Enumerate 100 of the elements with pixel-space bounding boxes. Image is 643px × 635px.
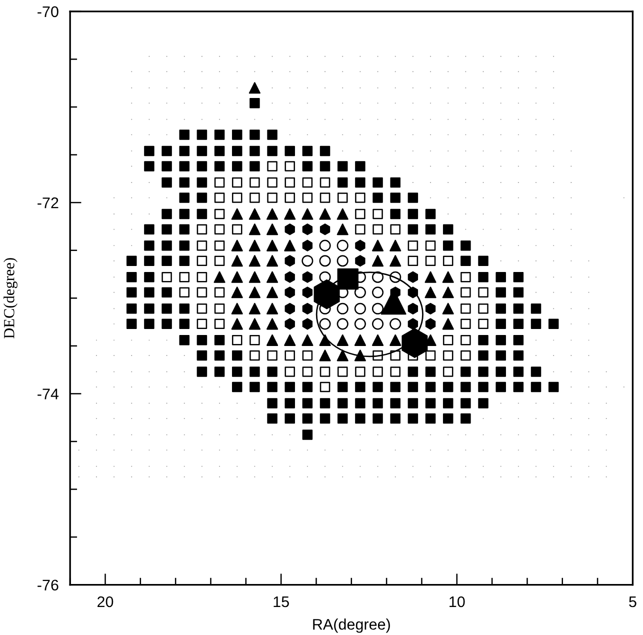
point [390,318,402,330]
point [337,161,348,172]
point [250,98,260,108]
point [284,208,296,220]
point [232,366,242,377]
point [144,272,154,282]
point [442,256,454,266]
point [162,240,172,251]
point [302,224,313,236]
point [460,398,471,408]
point [266,240,278,252]
point [162,304,172,314]
point [144,318,154,330]
point [250,177,260,188]
point [460,287,471,298]
point [425,224,436,234]
point [548,382,559,392]
point [267,398,278,408]
point [320,382,330,392]
point [196,208,208,220]
point [425,240,436,251]
point [442,350,454,361]
point [425,382,436,392]
point [478,287,488,298]
point [496,272,506,282]
point [284,224,295,236]
point [284,271,295,283]
point [284,161,295,172]
point [337,398,348,408]
point [390,255,402,267]
x-tick-label: 20 [98,596,114,608]
point [284,334,296,346]
point [496,318,506,330]
point [302,177,313,188]
point [460,240,471,251]
point [250,130,260,140]
point [354,318,366,330]
point [250,192,260,203]
point [478,335,488,346]
point [179,130,190,140]
point [196,161,208,172]
point [284,146,295,156]
point [231,302,243,314]
point [266,334,278,346]
point [144,146,154,156]
point [408,240,418,251]
point [319,240,331,252]
point [355,366,366,377]
point [355,382,366,392]
point [214,366,225,377]
point [196,335,208,346]
point [231,271,243,283]
point [231,286,243,298]
point [232,177,242,188]
point [214,240,225,251]
point [196,318,208,330]
point [284,318,295,330]
point [372,192,383,203]
point [266,302,278,314]
point [196,287,208,298]
point [267,413,278,424]
point [248,240,260,252]
point [179,177,190,188]
point [372,398,383,408]
point [425,398,436,408]
point [302,255,314,267]
point [408,398,418,408]
point [513,318,524,330]
point [337,413,348,424]
point [284,302,295,314]
point [336,334,348,346]
point [460,350,471,361]
point [267,177,278,188]
point [460,413,471,424]
point [408,208,418,220]
point [442,318,454,330]
point [162,161,172,172]
x-tick-label: 15 [274,596,289,608]
point [372,177,383,188]
point [284,366,295,377]
point [302,334,314,346]
point [337,177,348,188]
point [390,192,400,203]
point [460,382,471,392]
point [496,350,506,361]
point [232,192,242,203]
point [196,256,208,266]
point [319,318,331,330]
point [232,335,242,346]
point [250,146,260,156]
point [336,302,348,314]
point [355,398,366,408]
point [179,192,190,203]
point [442,398,454,408]
point [372,255,384,267]
point [179,224,190,234]
point [425,413,436,424]
point [179,318,190,330]
point [442,286,454,298]
point [408,302,418,314]
